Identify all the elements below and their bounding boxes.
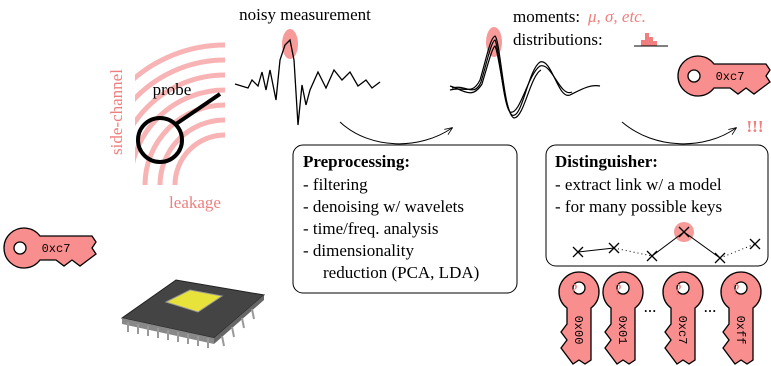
candidate-key: 0x01 [615,316,629,345]
box-item: - denoising w/ wavelets [303,197,464,216]
unknown-mark: ? [674,280,682,299]
candidate-key: 0x00 [571,316,585,345]
unknown-mark: ? [614,280,622,299]
moments-label: moments: [513,7,580,26]
box-title: Distinguisher: [555,152,658,171]
candidate-keys [559,272,761,364]
diagram: side-channel leakage probe noisy measure… [0,0,771,366]
unknown-mark: ? [570,280,578,299]
box-item: - extract link w/ a model [555,175,722,194]
box-item: - time/freq. analysis [303,219,439,238]
moment-symbols: μ, σ, etc. [587,7,646,26]
unknown-mark: ? [732,280,740,299]
histogram-icon [634,33,668,46]
leakage-label: leakage [169,193,221,212]
alert: !!! [747,117,764,136]
arrow [340,122,452,144]
side-channel-label: side-channel [107,69,126,155]
noisy-trace [235,40,380,125]
body: side-channel leakage probe noisy measure… [0,0,771,366]
noisy-label: noisy measurement [239,5,371,24]
box-item: - dimensionality [303,241,414,260]
highlight [282,29,298,59]
candidate-key: 0xc7 [675,316,689,345]
arrow [622,122,736,144]
ellipsis: ... [704,297,717,316]
secret-key: 0xc7 [42,242,71,256]
distributions-label: distributions: [513,30,603,49]
box-item: - filtering [303,175,368,194]
box-item: reduction (PCA, LDA) [323,263,479,282]
box-item: - for many possible keys [555,197,722,216]
probe-label: probe [153,80,192,99]
ellipsis: ... [644,297,657,316]
candidate-key: 0xff [733,316,747,345]
chip [122,280,264,348]
page: {"labels": {"noisy_measurement": "noisy … [0,0,771,366]
box-title: Preprocessing: [303,152,410,171]
recovered-key: 0xc7 [716,70,745,84]
